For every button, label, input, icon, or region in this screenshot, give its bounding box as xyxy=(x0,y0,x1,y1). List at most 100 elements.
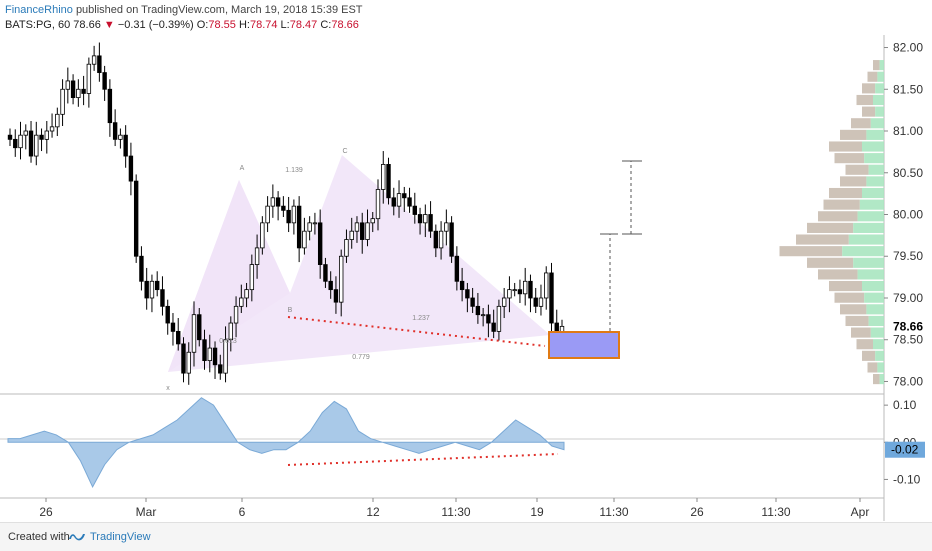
ratio-label-1: 0.613 xyxy=(219,338,237,345)
candle-body xyxy=(7,134,13,140)
candle-body xyxy=(55,113,60,128)
volume-bar-buy xyxy=(866,129,884,140)
candle-body xyxy=(538,297,544,307)
low-value: 78.47 xyxy=(289,19,318,31)
volume-bar-sell xyxy=(851,327,871,338)
pattern-label-b: B xyxy=(288,307,293,314)
candle-body xyxy=(170,322,176,332)
candle-body xyxy=(328,280,333,291)
candle-body xyxy=(402,193,407,199)
candle-body xyxy=(307,222,312,232)
candle-body xyxy=(544,272,549,299)
volume-bar-buy xyxy=(862,141,884,152)
candle-body xyxy=(218,364,223,374)
candle-body xyxy=(470,297,475,307)
axes: 82.00 81.50 81.00 80.50 80.00 79.50 79.00 78.50… xyxy=(39,41,925,519)
harmonic-pattern-shape xyxy=(168,155,550,372)
candle-body xyxy=(233,305,239,324)
volume-bar-sell xyxy=(840,129,867,140)
prz-zone[interactable] xyxy=(548,331,620,359)
time-tick-label: 11:30 xyxy=(761,505,790,519)
volume-bar-buy xyxy=(859,199,884,210)
tradingview-logo-icon[interactable] xyxy=(68,530,86,542)
price-chart[interactable]: x A B C 0.613 1.139 0.779 1.237 82.00 81.… xyxy=(0,0,932,522)
candle-body xyxy=(465,289,470,299)
candle-body xyxy=(338,255,344,303)
volume-bar-buy xyxy=(868,164,884,175)
candle-body xyxy=(365,222,370,240)
change-value: −0.31 (−0.39%) xyxy=(117,19,194,31)
candle-body xyxy=(270,197,276,207)
volume-bar-sell xyxy=(834,153,865,164)
tradingview-link[interactable]: TradingView xyxy=(90,531,151,543)
candle-body xyxy=(223,339,228,374)
volume-bar-buy xyxy=(866,176,884,187)
volume-bar-buy xyxy=(870,118,884,129)
candle-body xyxy=(139,255,144,282)
pattern-label-a: A xyxy=(240,165,245,172)
volume-profile xyxy=(779,60,884,385)
volume-bar-sell xyxy=(856,94,873,106)
candle-body xyxy=(386,164,391,199)
candle-body xyxy=(407,197,412,207)
candle-body xyxy=(128,155,134,182)
volume-bar-buy xyxy=(875,83,884,94)
pattern-label-x: x xyxy=(166,385,170,392)
volume-bar-buy xyxy=(875,350,884,361)
volume-bar-buy xyxy=(879,60,884,71)
osc-last-badge xyxy=(885,441,925,458)
price-tick-label: 78.50 xyxy=(893,333,923,347)
price-tick-label: 82.00 xyxy=(893,41,923,55)
volume-bar-sell xyxy=(867,362,878,373)
candle-body xyxy=(60,88,65,115)
candle-body xyxy=(13,138,18,149)
volume-bar-buy xyxy=(864,292,884,303)
volume-bar-buy xyxy=(857,211,884,222)
price-tick-label: 80.50 xyxy=(893,166,923,180)
symbol-label[interactable]: BATS:PG, 60 xyxy=(5,19,71,31)
candle-body xyxy=(354,222,360,232)
candle-body xyxy=(160,289,165,307)
volume-bar-sell xyxy=(796,234,849,245)
candle-body xyxy=(265,205,270,224)
volume-bar-sell xyxy=(862,83,876,94)
published-text: published on TradingView.com, March 19, … xyxy=(75,4,363,16)
volume-bar-sell xyxy=(779,246,843,257)
time-tick-label: 26 xyxy=(690,505,704,519)
volume-bar-buy xyxy=(879,374,884,385)
volume-bar-buy xyxy=(862,187,884,199)
pattern-label-c: C xyxy=(342,148,347,155)
oscillator-area xyxy=(7,397,565,489)
candle-body xyxy=(549,272,554,324)
time-tick-label: 6 xyxy=(239,505,246,519)
candle-body xyxy=(49,126,55,132)
candle-body xyxy=(154,280,160,291)
ratio-label-2: 1.139 xyxy=(285,167,303,174)
time-tick-label: 19 xyxy=(530,505,544,519)
candle-body xyxy=(333,289,339,303)
candle-body xyxy=(23,130,28,136)
volume-bar-buy xyxy=(868,315,884,327)
candle-body xyxy=(480,314,486,317)
time-tick-label: Apr xyxy=(851,505,870,519)
price-tick-label: 81.50 xyxy=(893,82,923,96)
volume-bar-buy xyxy=(870,327,884,338)
created-with-label: Created with xyxy=(8,531,70,543)
last-price: 78.66 xyxy=(73,19,101,31)
volume-bar-sell xyxy=(873,374,880,385)
osc-last-label: -0.02 xyxy=(891,443,919,457)
candle-body xyxy=(302,230,307,249)
candle-body xyxy=(423,214,428,224)
candle-body xyxy=(86,63,92,94)
volume-bar-sell xyxy=(818,269,858,280)
candle-body xyxy=(144,280,149,299)
author-name[interactable]: FinanceRhino xyxy=(5,4,73,16)
candle-body xyxy=(181,343,186,374)
volume-bar-buy xyxy=(877,71,884,82)
candle-body xyxy=(207,347,212,362)
volume-bar-sell xyxy=(867,71,878,82)
candle-body xyxy=(186,351,191,374)
volume-bar-buy xyxy=(875,106,884,117)
candle-body xyxy=(344,239,349,257)
candle-body xyxy=(191,314,197,353)
